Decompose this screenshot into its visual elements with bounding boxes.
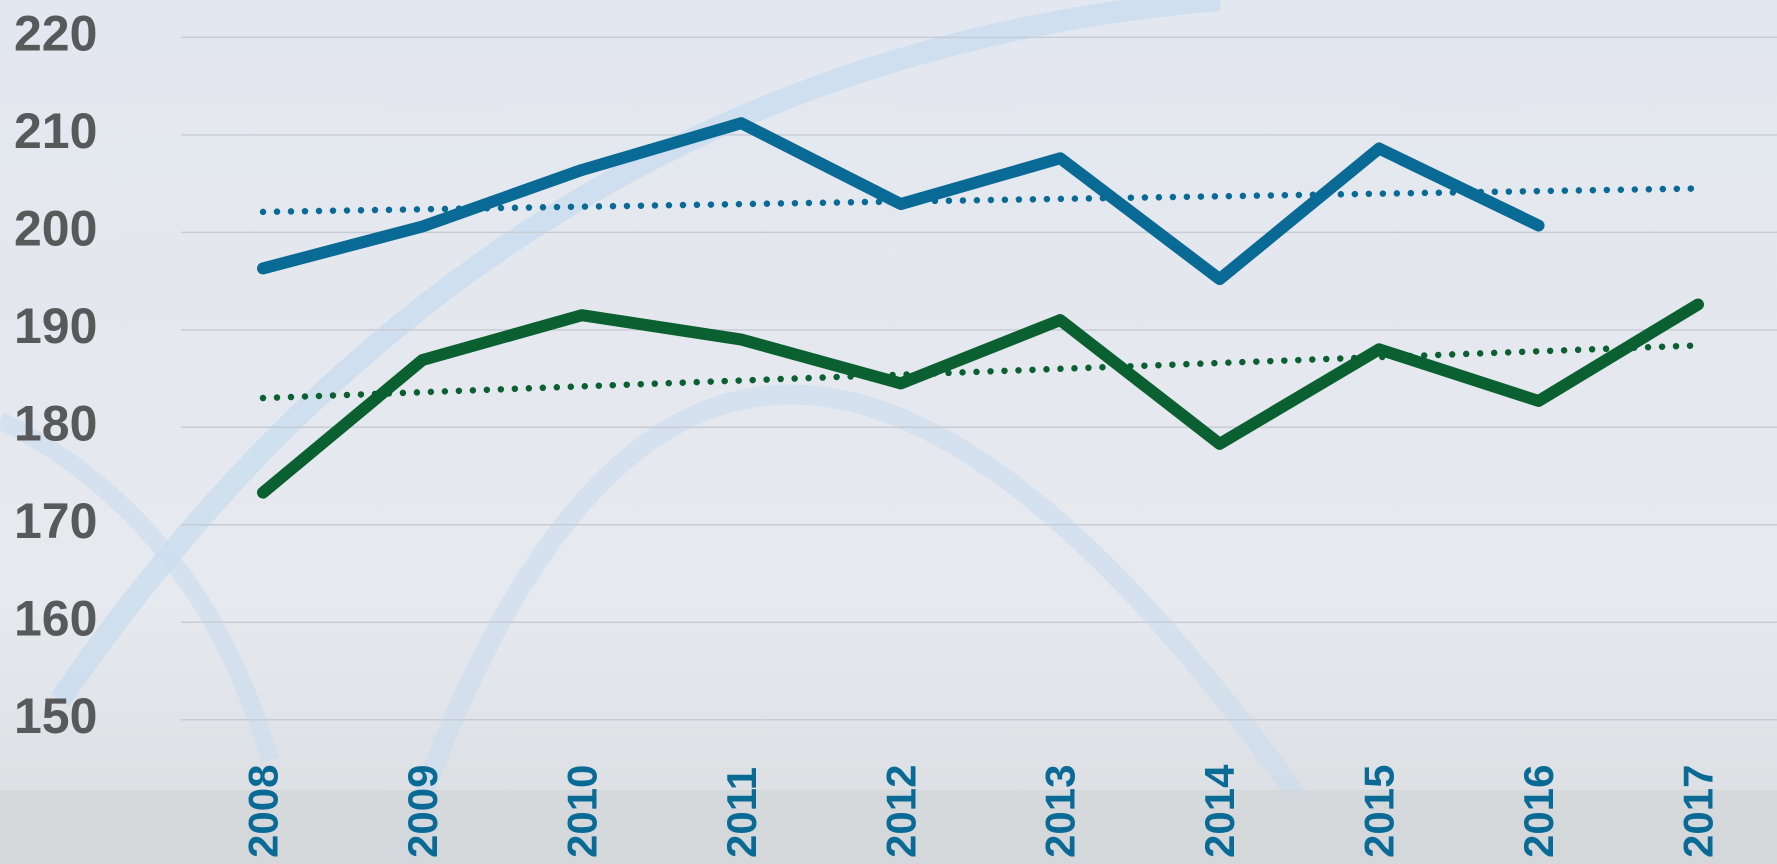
y-tick-label: 200 <box>14 201 97 257</box>
data-line <box>257 298 1704 499</box>
background-arc <box>390 384 1309 864</box>
data-line <box>257 117 1545 286</box>
x-tick-label: 2016 <box>1515 765 1562 858</box>
x-tick-label: 2013 <box>1037 765 1084 858</box>
background-ground <box>0 790 1777 864</box>
plot-area: 150 160 170 180 190 200 210 220 2008 2009 2010 2011… <box>14 6 1777 858</box>
trend-line <box>259 185 1702 216</box>
background-arc <box>0 411 279 763</box>
x-tick-label: 2009 <box>399 765 446 858</box>
y-tick-label: 210 <box>14 103 97 159</box>
y-tick-label: 190 <box>14 298 97 354</box>
x-tick-label: 2010 <box>558 765 605 858</box>
x-tick-label: 2014 <box>1196 764 1243 858</box>
y-tick-label: 170 <box>14 493 97 549</box>
y-tick-label: 220 <box>14 6 97 62</box>
x-tick-label: 2012 <box>877 765 924 858</box>
y-tick-label: 180 <box>14 395 97 451</box>
x-tick-label: 2015 <box>1356 765 1403 858</box>
trend-line <box>259 342 1702 402</box>
y-tick-label: 160 <box>14 590 97 646</box>
x-tick-label: 2011 <box>718 767 765 858</box>
x-tick-label: 2008 <box>240 765 287 858</box>
x-tick-label: 2017 <box>1675 765 1722 858</box>
y-tick-label: 150 <box>14 688 97 744</box>
